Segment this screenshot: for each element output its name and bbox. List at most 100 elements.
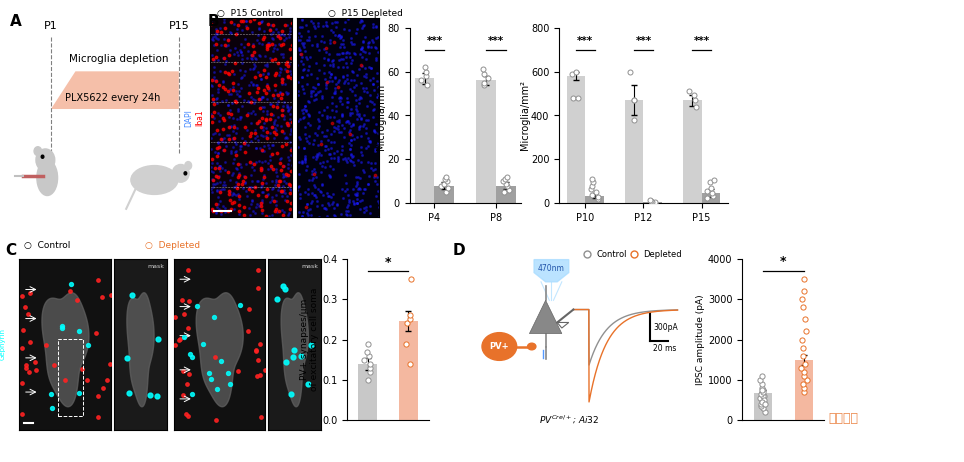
Point [353, 116, 368, 123]
Point [281, 153, 296, 161]
Point [335, 194, 351, 201]
Point [354, 133, 369, 140]
Point [363, 164, 379, 172]
Point [310, 151, 326, 158]
Point [219, 208, 234, 215]
Point [283, 146, 299, 153]
Point [369, 173, 385, 181]
Point [262, 26, 278, 33]
Point [233, 164, 249, 171]
Text: DAPI: DAPI [184, 109, 193, 127]
Point [271, 60, 286, 67]
Point [353, 143, 368, 151]
Point [349, 191, 364, 199]
Point [318, 142, 334, 149]
Point [255, 189, 271, 196]
Point [297, 188, 312, 196]
Point [265, 22, 281, 29]
Point [295, 67, 310, 74]
Point [295, 212, 310, 219]
Point [360, 135, 375, 142]
Point [74, 365, 90, 372]
Point [210, 200, 226, 207]
Point [222, 190, 237, 198]
Point [318, 21, 334, 29]
Point [277, 80, 292, 87]
Point [296, 145, 311, 152]
Point [307, 168, 322, 176]
Text: ***: *** [426, 36, 442, 46]
Point [91, 413, 106, 421]
Point [28, 366, 43, 373]
Point [221, 101, 236, 108]
Point [366, 127, 382, 134]
Point [225, 79, 240, 87]
Point [260, 39, 276, 47]
Point [358, 124, 373, 131]
Point [439, 173, 454, 181]
Point [204, 206, 220, 213]
Point [343, 122, 359, 130]
Text: ○  P15 Control: ○ P15 Control [217, 9, 283, 18]
Point [757, 396, 772, 404]
Point [315, 112, 331, 119]
Point [312, 187, 328, 194]
Bar [702, 194, 720, 203]
Point [237, 36, 253, 43]
Point [236, 72, 252, 79]
Text: Gephyrin: Gephyrin [0, 328, 5, 360]
Point [215, 181, 230, 188]
Point [338, 179, 354, 186]
Point [290, 143, 306, 150]
Point [348, 30, 363, 37]
Point [43, 390, 59, 397]
Point [226, 144, 241, 151]
Point [306, 153, 321, 161]
Point [354, 114, 369, 122]
Point [226, 134, 241, 142]
Point [290, 117, 306, 125]
Point [223, 46, 238, 54]
Point [221, 168, 236, 176]
Point [264, 35, 280, 42]
Point [306, 84, 321, 91]
Point [565, 70, 580, 78]
Point [203, 146, 219, 153]
Point [203, 17, 219, 24]
Point [322, 151, 337, 158]
Point [326, 204, 341, 212]
Point [223, 124, 238, 131]
Point [256, 103, 272, 110]
Point [349, 196, 364, 203]
Point [205, 180, 221, 187]
Point [203, 82, 219, 89]
Point [275, 183, 290, 190]
Point [206, 313, 222, 321]
Point [362, 352, 377, 359]
Point [682, 88, 697, 95]
Point [340, 201, 356, 209]
Point [364, 98, 380, 105]
Point [343, 105, 359, 112]
Point [269, 172, 284, 180]
Point [232, 146, 248, 153]
Point [228, 178, 244, 186]
Point [255, 36, 271, 43]
Point [211, 117, 227, 125]
Point [324, 139, 339, 146]
Point [331, 56, 346, 64]
Point [260, 20, 276, 28]
Bar [585, 195, 604, 203]
Point [266, 118, 281, 125]
Point [253, 145, 268, 152]
Polygon shape [534, 260, 569, 282]
Point [311, 109, 327, 116]
Point [281, 33, 297, 41]
Text: 河南龙网: 河南龙网 [828, 412, 859, 425]
Point [262, 156, 278, 164]
Point [310, 80, 326, 88]
Point [293, 353, 308, 360]
Point [316, 54, 332, 61]
Point [219, 58, 234, 65]
Point [225, 199, 240, 207]
